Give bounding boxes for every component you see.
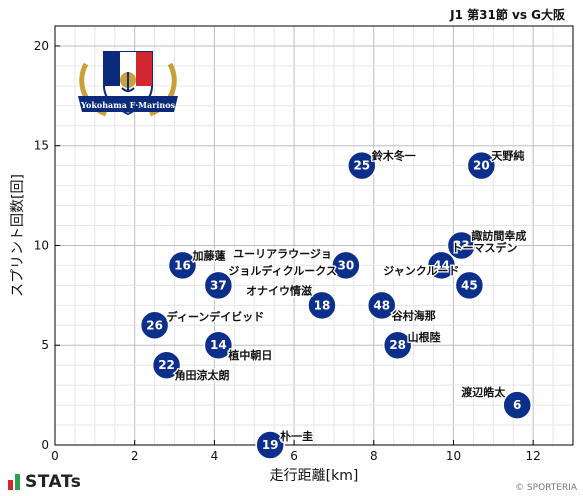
data-point-label: ユーリアラウージョ [233,247,332,260]
data-point-marker [255,430,285,460]
data-point-number: 45 [461,278,478,292]
x-tick-label: 8 [370,449,378,463]
data-point-number: 28 [389,338,406,352]
y-tick-label: 10 [34,238,49,252]
data-point-label: 谷村海那 [392,308,436,322]
data-point-number: 6 [513,398,521,412]
data-point-marker [454,270,485,301]
y-tick-label: 20 [34,39,49,53]
stats-logo: STATs [8,472,81,492]
data-point-label: 朴一圭 [280,429,313,443]
copyright: © SPORTERIA [515,483,577,493]
data-point-number: 22 [158,358,175,372]
data-point-marker [446,230,477,261]
x-tick-label: 12 [526,449,541,463]
data-point-number: 19 [262,438,279,452]
data-point-marker [139,310,170,341]
stats-logo-bars-icon [8,474,20,490]
data-point-number: 26 [146,318,163,332]
y-axis-label: スプリント回数[回] [10,174,26,297]
data-point-number: 25 [353,159,370,173]
data-point-number: 48 [373,298,390,312]
data-point-marker [307,290,337,321]
x-tick-label: 10 [446,449,461,463]
data-point: 30 ユーリアラウージョ [232,246,361,281]
stats-logo-text: STATs [25,472,82,492]
axis-ticks: 0 2 4 6 8 10 12 0 5 10 15 20 [34,39,541,463]
data-point-label: 角田涼太朗 [175,368,230,382]
data-point-marker [426,250,457,281]
data-point-marker [203,330,234,360]
club-crest-logo: Yokohama F·Marinos [78,51,178,117]
data-point-number: 30 [338,258,355,272]
x-tick-label: 2 [131,449,139,463]
data-point-marker [151,350,182,380]
data-point-label: オナイウ情滋 [246,283,312,297]
data-point: 26 ディーンデイビッド [139,308,266,341]
data-point: 6 渡辺皓太 [460,384,532,420]
y-tick-label: 15 [34,139,49,153]
data-point-number: 37 [210,278,227,292]
y-tick-label: 5 [41,338,49,352]
data-point-marker [466,150,497,181]
data-point-label: 植中朝日 [227,348,272,362]
data-point-marker [382,330,413,360]
data-point-marker [167,250,198,281]
data-point-number: 44 [433,258,450,272]
data-points: 25鈴木冬一20天野純33諏訪間幸成44トーマスデン30ユーリアラウージョ16加… [139,147,532,460]
data-point-label: ジャンクルード [383,264,459,277]
data-point-label: 山根陸 [408,330,441,344]
y-tick-label: 0 [41,438,49,452]
data-point-label: 諏訪間幸成 [471,228,526,242]
data-point-label: 渡辺皓太 [461,385,506,399]
data-point-number: 18 [314,298,331,312]
data-point-marker [203,270,234,301]
plot-frame [54,25,574,446]
data-point-marker [502,390,532,420]
data-point-number: 33 [453,238,470,252]
match-title: J1 第31節 vs G大阪 [450,8,565,22]
data-point-marker [347,150,377,181]
data-point-marker [366,290,397,321]
x-tick-label: 6 [290,449,298,463]
club-crest-text: Yokohama F·Marinos [80,100,176,110]
data-point-label: ジョルディクルークス [228,263,337,277]
data-point-label: トーマスデン [452,240,518,254]
data-point-number: 16 [174,258,191,272]
x-tick-label: 0 [51,449,59,463]
data-point-number: 14 [210,338,227,352]
data-point-label: 天野純 [491,149,524,163]
data-point-marker [331,250,361,281]
data-point-number: 20 [473,159,490,173]
x-tick-label: 4 [211,449,219,463]
data-point-label: 加藤蓮 [192,248,226,262]
data-point-label: ディーンデイビッド [167,309,265,323]
x-axis-label: 走行距離[km] [270,467,359,484]
data-point-label: 鈴木冬一 [372,149,416,163]
